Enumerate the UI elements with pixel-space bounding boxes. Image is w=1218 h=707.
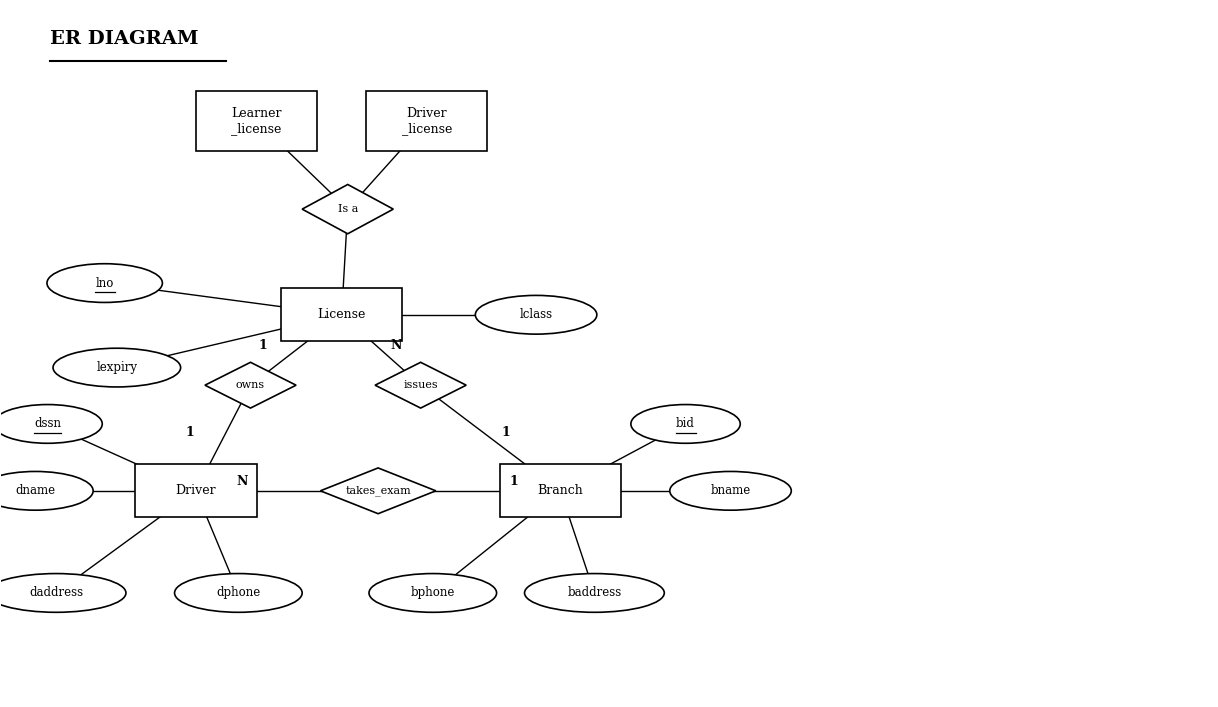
Text: takes_exam: takes_exam [345,486,410,496]
Bar [135,464,257,518]
Bar [196,91,318,151]
Text: dname: dname [16,484,56,497]
Text: 1: 1 [258,339,267,351]
Text: Driver
_license: Driver _license [402,107,452,135]
Ellipse shape [369,573,497,612]
Text: lclass: lclass [520,308,553,321]
Text: bphone: bphone [410,586,456,600]
Text: Learner
_license: Learner _license [231,107,281,135]
Ellipse shape [0,472,93,510]
Text: Driver: Driver [175,484,216,497]
Text: lexpiry: lexpiry [96,361,138,374]
Ellipse shape [0,573,125,612]
Ellipse shape [525,573,664,612]
Polygon shape [320,468,436,514]
Polygon shape [205,362,296,408]
Text: lno: lno [95,276,113,290]
Polygon shape [375,362,466,408]
Text: dphone: dphone [217,586,261,600]
Text: bname: bname [710,484,750,497]
Text: owns: owns [236,380,266,390]
Ellipse shape [0,404,102,443]
Text: 1: 1 [510,475,519,488]
Text: bid: bid [676,417,695,431]
Text: baddress: baddress [568,586,621,600]
Bar [499,464,621,518]
Text: daddress: daddress [29,586,83,600]
Text: 1: 1 [502,426,510,439]
Text: License: License [318,308,365,321]
Text: 1: 1 [185,426,194,439]
Text: Is a: Is a [337,204,358,214]
Text: Branch: Branch [537,484,583,497]
Text: issues: issues [403,380,438,390]
Bar [281,288,402,341]
Bar [365,91,487,151]
Text: N: N [391,339,402,351]
Ellipse shape [670,472,792,510]
Ellipse shape [54,349,180,387]
Text: N: N [236,475,247,488]
Text: dssn: dssn [34,417,61,431]
Ellipse shape [475,296,597,334]
Ellipse shape [48,264,162,303]
Text: ER DIAGRAM: ER DIAGRAM [50,30,199,47]
Polygon shape [302,185,393,234]
Ellipse shape [631,404,741,443]
Ellipse shape [174,573,302,612]
